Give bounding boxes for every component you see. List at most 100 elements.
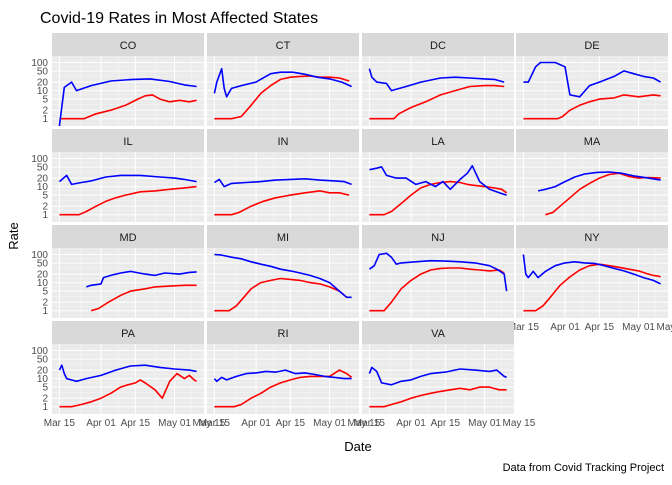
x-tick-label: May 01 <box>313 418 346 429</box>
y-axis-label: Rate <box>6 222 21 249</box>
series-line-blue <box>522 254 661 285</box>
y-tick-label: 1 <box>42 402 48 413</box>
facet-panel-la: LA <box>362 129 514 222</box>
series-line-blue <box>58 78 197 127</box>
facet-strip <box>362 225 514 248</box>
series-line-blue <box>213 67 352 98</box>
y-tick-label: 50 <box>37 162 49 173</box>
series-line-blue <box>213 178 352 188</box>
facet-strip-label: NJ <box>431 232 444 244</box>
facet-strip-label: MD <box>119 232 136 244</box>
series-line-red <box>59 94 197 120</box>
series-line-blue <box>369 165 507 196</box>
x-tick-label: May 01 <box>622 322 655 333</box>
y-tick-label: 2 <box>42 106 48 117</box>
facet-strip-label: VA <box>431 328 446 340</box>
facet-strip-label: MA <box>584 136 601 148</box>
facet-strip <box>362 33 514 56</box>
facet-strip <box>516 33 668 56</box>
y-tick-label: 5 <box>42 95 48 106</box>
x-tick-label: May 15 <box>503 418 536 429</box>
series-line-red <box>90 284 197 312</box>
x-tick-label: Apr 01 <box>550 322 580 333</box>
y-tick-label: 10 <box>37 182 49 193</box>
y-tick-label: 1 <box>42 114 48 125</box>
facet-strip <box>52 225 204 248</box>
y-tick-label: 50 <box>37 66 49 77</box>
facet-strip <box>52 321 204 344</box>
facet-strip <box>516 225 668 248</box>
facet-strip-label: RI <box>278 328 289 340</box>
facet-panel-de: DE <box>516 33 668 126</box>
facet-strip-label: PA <box>121 328 136 340</box>
facet-strip <box>362 129 514 152</box>
series-line-blue <box>523 61 661 98</box>
facet-strip <box>52 129 204 152</box>
facet-strip <box>362 321 514 344</box>
series-line-blue <box>86 270 197 288</box>
facet-panel-va: VA Mar 15 Apr 01 Apr 15 May 01 May 15 <box>354 321 536 429</box>
facet-strip-label: NY <box>584 232 600 244</box>
y-tick-label: 20 <box>37 270 49 281</box>
series-line-blue <box>368 366 507 386</box>
x-tick-label: May 01 <box>158 418 191 429</box>
facet-strip-label: CO <box>120 40 137 52</box>
x-tick-label: May 15 <box>657 322 672 333</box>
facet-strip-label: CT <box>276 40 291 52</box>
x-tick-label: May 15 <box>193 418 226 429</box>
y-tick-label: 10 <box>37 374 49 385</box>
facet-strip <box>516 129 668 152</box>
y-tick-label: 1 <box>42 306 48 317</box>
y-tick-label: 2 <box>42 298 48 309</box>
y-tick-label: 2 <box>42 394 48 405</box>
series-line-red <box>59 372 198 408</box>
facet-strip-label: DE <box>584 40 599 52</box>
y-tick-label: 100 <box>31 58 48 69</box>
series-line-blue <box>368 68 505 92</box>
x-tick-label: Apr 15 <box>585 322 615 333</box>
y-tick-label: 100 <box>31 250 48 261</box>
series-line-red <box>369 267 505 312</box>
y-tick-label: 10 <box>37 278 49 289</box>
y-tick-label: 100 <box>31 154 48 165</box>
x-tick-label: May 15 <box>348 418 381 429</box>
series-line-red <box>59 185 197 216</box>
facet-strip <box>207 129 359 152</box>
y-tick-label: 20 <box>37 366 49 377</box>
series-line-red <box>214 277 348 312</box>
facet-strip <box>207 225 359 248</box>
y-tick-label: 5 <box>42 287 48 298</box>
x-axis-label: Date <box>344 439 371 454</box>
y-tick-label: 1 <box>42 210 48 221</box>
series-line-red <box>214 190 350 216</box>
chart-title: Covid-19 Rates in Most Affected States <box>40 10 318 27</box>
facet-panel-in: IN <box>207 129 359 222</box>
x-tick-label: May 01 <box>468 418 501 429</box>
x-tick-label: Apr 01 <box>86 418 116 429</box>
facet-strip-label: DC <box>430 40 446 52</box>
x-tick-label: Apr 15 <box>431 418 461 429</box>
facet-strip <box>207 321 359 344</box>
facet-strip-label: IL <box>123 136 132 148</box>
series-line-red <box>214 75 350 120</box>
facet-panel-ma: MA <box>516 129 668 222</box>
series-line-red <box>523 94 661 120</box>
facet-strip <box>52 33 204 56</box>
y-tick-label: 100 <box>31 346 48 357</box>
series-line-blue <box>537 171 661 192</box>
y-tick-label: 5 <box>42 383 48 394</box>
series-line-red <box>369 386 507 408</box>
facet-strip-label: LA <box>431 136 445 148</box>
x-tick-label: Mar 15 <box>44 418 76 429</box>
y-tick-label: 20 <box>37 78 49 89</box>
facet-panel-nj: NJ <box>362 225 514 318</box>
facet-panel-mi: MI <box>207 225 359 318</box>
x-tick-label: Mar 15 <box>199 418 231 429</box>
facet-panel-ri: RI Mar 15 Apr 01 Apr 15 May 01 May 15 <box>199 321 381 429</box>
series-line-blue <box>213 369 352 383</box>
